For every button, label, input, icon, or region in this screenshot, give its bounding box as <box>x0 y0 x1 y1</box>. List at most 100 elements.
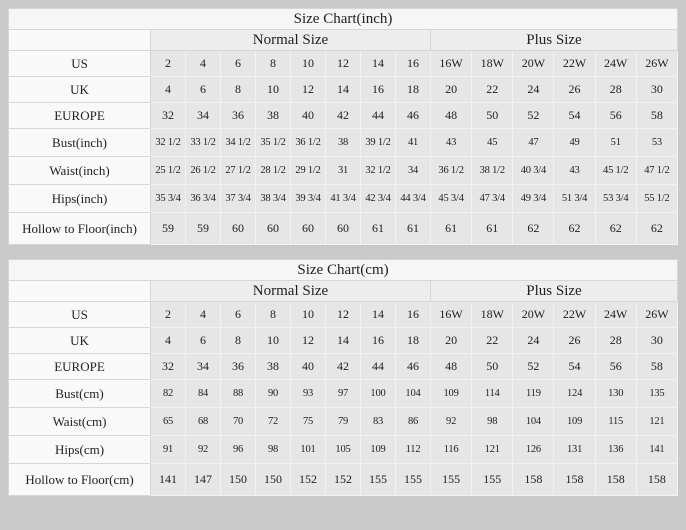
value-cell: 40 <box>290 102 326 129</box>
value-cell: 14 <box>360 301 396 328</box>
value-cell: 50 <box>471 102 514 129</box>
value-cell: 91 <box>150 435 186 464</box>
value-cell: 18W <box>471 50 514 77</box>
value-cell: 26 1/2 <box>185 156 221 185</box>
value-cell: 101 <box>290 435 326 464</box>
value-cell: 84 <box>185 379 221 408</box>
value-cell: 24 <box>512 327 555 354</box>
value-cell: 45 <box>471 128 514 157</box>
value-cell: 38 1/2 <box>471 156 514 185</box>
value-cell: 36 3/4 <box>185 184 221 213</box>
value-cell: 44 <box>360 353 396 380</box>
value-cell: 16W <box>429 301 473 328</box>
value-cell: 8 <box>220 327 256 354</box>
value-cell: 96 <box>220 435 256 464</box>
value-cell: 158 <box>594 463 637 496</box>
value-cell: 53 <box>635 128 679 157</box>
corner-cell <box>8 280 151 302</box>
value-cell: 36 1/2 <box>290 128 326 157</box>
value-cell: 48 <box>429 102 473 129</box>
value-cell: 26 <box>553 327 596 354</box>
value-cell: 131 <box>553 435 596 464</box>
section-header-row: Normal Size Plus Size <box>8 29 678 51</box>
value-cell: 49 3/4 <box>512 184 555 213</box>
value-cell: 24 <box>512 76 555 103</box>
table-row: Hips(cm) 91 92 96 98 101 105 109 112 116 121 126 131… <box>8 435 679 464</box>
value-cell: 46 <box>395 102 431 129</box>
value-cell: 92 <box>185 435 221 464</box>
value-cell: 43 <box>553 156 596 185</box>
table-row: UK 4 6 8 10 12 14 16 18 20 22 24 26 28 30 <box>8 76 679 103</box>
value-cell: 24W <box>594 301 637 328</box>
value-cell: 82 <box>150 379 186 408</box>
value-cell: 158 <box>512 463 555 496</box>
value-cell: 4 <box>185 50 221 77</box>
value-cell: 36 1/2 <box>429 156 473 185</box>
value-cell: 4 <box>185 301 221 328</box>
value-cell: 158 <box>553 463 596 496</box>
table-body: US 2 4 6 8 10 12 14 16 16W 18W 20W 22W 24W 26W UK 4 6 8 10 1… <box>8 301 679 496</box>
value-cell: 35 1/2 <box>255 128 291 157</box>
row-label: Waist(cm) <box>8 407 151 436</box>
value-cell: 4 <box>150 76 186 103</box>
value-cell: 36 <box>220 353 256 380</box>
value-cell: 10 <box>290 50 326 77</box>
value-cell: 33 1/2 <box>185 128 221 157</box>
value-cell: 10 <box>290 301 326 328</box>
value-cell: 8 <box>220 76 256 103</box>
value-cell: 152 <box>290 463 326 496</box>
value-cell: 20W <box>512 50 555 77</box>
value-cell: 39 1/2 <box>360 128 396 157</box>
value-cell: 4 <box>150 327 186 354</box>
value-cell: 18W <box>471 301 514 328</box>
row-label: EUROPE <box>8 102 151 129</box>
value-cell: 109 <box>360 435 396 464</box>
value-cell: 60 <box>255 212 291 245</box>
value-cell: 20 <box>429 327 473 354</box>
value-cell: 60 <box>220 212 256 245</box>
value-cell: 104 <box>395 379 431 408</box>
value-cell: 44 3/4 <box>395 184 431 213</box>
value-cell: 45 1/2 <box>594 156 637 185</box>
value-cell: 114 <box>471 379 514 408</box>
table-row: US 2 4 6 8 10 12 14 16 16W 18W 20W 22W 24W 26W <box>8 50 679 77</box>
value-cell: 32 <box>150 102 186 129</box>
value-cell: 12 <box>290 76 326 103</box>
row-label: Waist(inch) <box>8 156 151 185</box>
value-cell: 93 <box>290 379 326 408</box>
value-cell: 62 <box>512 212 555 245</box>
value-cell: 10 <box>255 76 291 103</box>
value-cell: 155 <box>429 463 473 496</box>
value-cell: 60 <box>325 212 361 245</box>
value-cell: 141 <box>635 435 679 464</box>
table-row: Hips(inch) 35 3/4 36 3/4 37 3/4 38 3/4 39 3/4… <box>8 184 679 213</box>
table-row: Waist(cm) 65 68 70 72 75 79 83 86 92 98 104 109 115 12… <box>8 407 679 436</box>
value-cell: 98 <box>471 407 514 436</box>
value-cell: 2 <box>150 301 186 328</box>
value-cell: 32 1/2 <box>150 128 186 157</box>
value-cell: 155 <box>395 463 431 496</box>
value-cell: 59 <box>150 212 186 245</box>
value-cell: 20 <box>429 76 473 103</box>
value-cell: 47 <box>512 128 555 157</box>
value-cell: 32 1/2 <box>360 156 396 185</box>
value-cell: 61 <box>471 212 514 245</box>
value-cell: 121 <box>471 435 514 464</box>
value-cell: 51 <box>594 128 637 157</box>
value-cell: 14 <box>325 327 361 354</box>
row-label: Bust(inch) <box>8 128 151 157</box>
value-cell: 34 <box>185 102 221 129</box>
table-row: Bust(cm) 82 84 88 90 93 97 100 104 109 114 119 124 13… <box>8 379 679 408</box>
value-cell: 34 1/2 <box>220 128 256 157</box>
value-cell: 119 <box>512 379 555 408</box>
value-cell: 34 <box>395 156 431 185</box>
value-cell: 92 <box>429 407 473 436</box>
table-row: Hollow to Floor(cm) 141 147 150 150 152 152 155… <box>8 463 679 496</box>
value-cell: 22 <box>471 76 514 103</box>
title-row: Size Chart(cm) <box>8 259 678 281</box>
value-cell: 6 <box>185 76 221 103</box>
size-chart-table-cm: Size Chart(cm) Normal Size Plus Size US 2 4… <box>8 259 679 496</box>
value-cell: 30 <box>635 76 679 103</box>
value-cell: 152 <box>325 463 361 496</box>
value-cell: 47 3/4 <box>471 184 514 213</box>
